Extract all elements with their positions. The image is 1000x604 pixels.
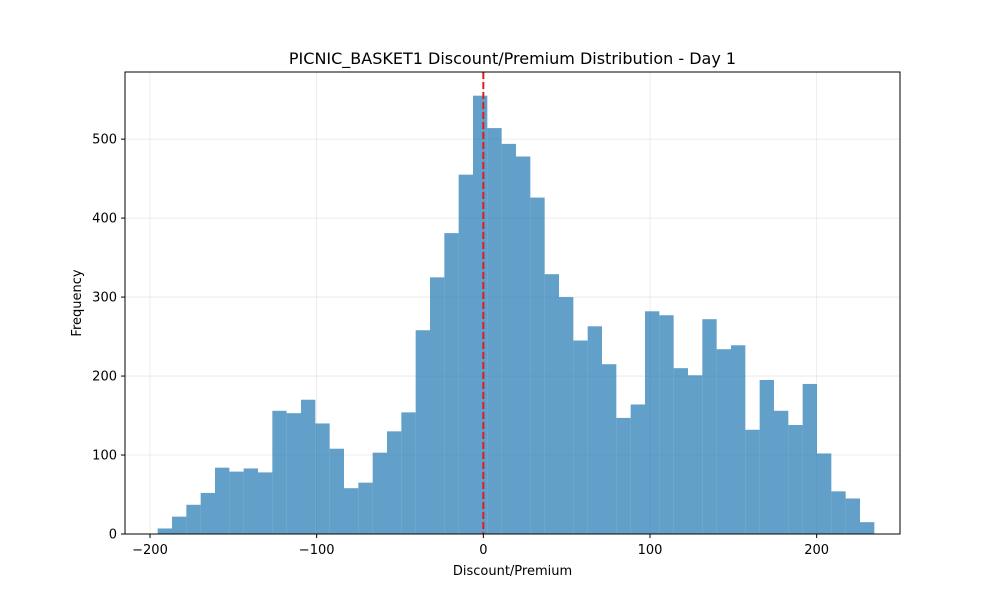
y-axis-label: Frequency xyxy=(70,269,85,336)
histogram-bar xyxy=(215,467,230,534)
histogram-bar xyxy=(659,315,674,534)
histogram-bar xyxy=(272,410,287,534)
histogram-bar xyxy=(315,423,330,534)
histogram-bar xyxy=(444,233,459,534)
x-axis-ticks: −200 −100 0 100 200 xyxy=(132,534,829,558)
histogram-bar xyxy=(544,274,559,534)
histogram-bar xyxy=(458,174,473,534)
histogram-bar xyxy=(602,364,617,534)
histogram-bar xyxy=(802,383,817,534)
plot-frame xyxy=(124,71,901,535)
histogram-bar xyxy=(860,522,875,534)
histogram-bar xyxy=(587,326,602,534)
x-axis-label: Discount/Premium xyxy=(453,564,572,579)
histogram-bar xyxy=(817,453,832,534)
y-tick-label: 500 xyxy=(92,133,117,148)
histogram-bar xyxy=(229,471,244,534)
histogram-bar xyxy=(745,429,760,534)
histogram-bar xyxy=(401,412,416,534)
x-tick-label: 200 xyxy=(804,543,829,558)
histogram-bar xyxy=(516,156,531,534)
histogram-bar xyxy=(243,468,258,534)
y-tick-label: 100 xyxy=(92,449,117,464)
histogram-bar xyxy=(759,380,774,534)
histogram-bar xyxy=(774,410,789,534)
histogram-bar xyxy=(358,482,373,534)
histogram-bar xyxy=(616,417,631,534)
histogram-bar xyxy=(473,95,488,534)
histogram-bar xyxy=(301,399,316,534)
histogram-bar xyxy=(573,340,588,534)
histogram-bar xyxy=(415,330,430,534)
histogram-bars xyxy=(157,95,875,535)
histogram-bar xyxy=(559,297,574,534)
x-tick-label: −100 xyxy=(299,543,335,558)
histogram-bar xyxy=(673,368,688,534)
histogram-bar xyxy=(688,375,703,534)
x-tick-label: 100 xyxy=(638,543,663,558)
histogram-bar xyxy=(530,197,545,535)
histogram-bar xyxy=(716,349,731,534)
histogram-bar xyxy=(845,498,860,534)
histogram-bar xyxy=(329,448,344,534)
histogram-bar xyxy=(186,504,201,534)
histogram-bar xyxy=(630,404,645,534)
histogram-bar xyxy=(645,311,660,534)
chart-title: PICNIC_BASKET1 Discount/Premium Distribu… xyxy=(289,49,736,69)
histogram-bar xyxy=(157,528,172,534)
histogram-bar xyxy=(501,143,516,534)
histogram-bar xyxy=(258,472,273,534)
histogram-bar xyxy=(831,491,846,534)
x-tick-label: 0 xyxy=(479,543,487,558)
histogram-bar xyxy=(200,492,215,534)
histogram-bar xyxy=(487,128,502,535)
histogram-bar xyxy=(731,345,746,534)
histogram-bar xyxy=(430,277,445,534)
y-tick-label: 200 xyxy=(92,370,117,385)
x-tick-label: −200 xyxy=(132,543,168,558)
y-axis-ticks: 0 100 200 300 400 500 xyxy=(92,133,125,543)
histogram-bar xyxy=(344,488,359,534)
y-tick-label: 300 xyxy=(92,291,117,306)
histogram-bar xyxy=(387,431,402,534)
histogram-bar xyxy=(372,452,387,534)
histogram-bar xyxy=(286,413,301,534)
y-tick-label: 0 xyxy=(109,528,117,543)
histogram-bar xyxy=(702,319,717,534)
y-tick-label: 400 xyxy=(92,212,117,227)
histogram-bar xyxy=(172,516,187,534)
histogram-bar xyxy=(788,425,803,534)
